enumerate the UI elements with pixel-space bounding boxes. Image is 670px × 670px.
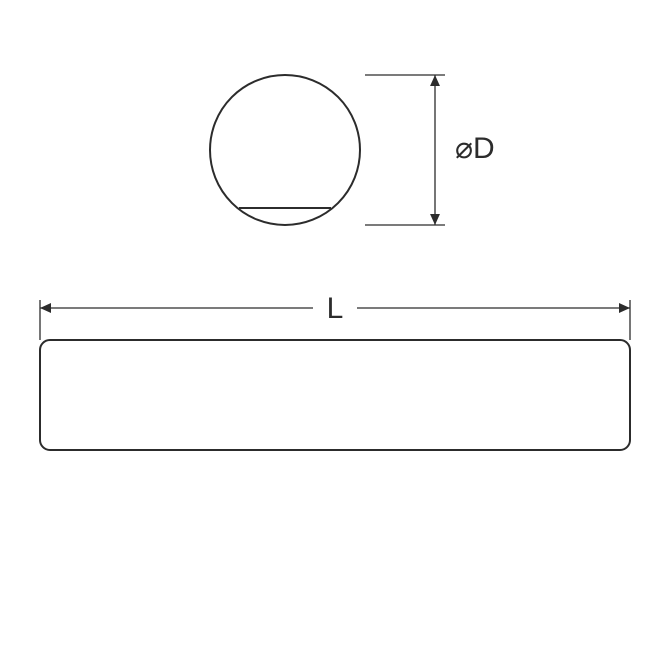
dim-arrow-right bbox=[619, 303, 630, 313]
dim-arrow-left bbox=[40, 303, 51, 313]
dim-label-diameter: ⌀D bbox=[455, 132, 495, 165]
dim-arrow-bottom bbox=[430, 214, 440, 225]
dim-arrow-top bbox=[430, 75, 440, 86]
dim-label-length: L bbox=[327, 292, 344, 325]
side-view-rect bbox=[40, 340, 630, 450]
cross-section-circle bbox=[210, 75, 360, 225]
